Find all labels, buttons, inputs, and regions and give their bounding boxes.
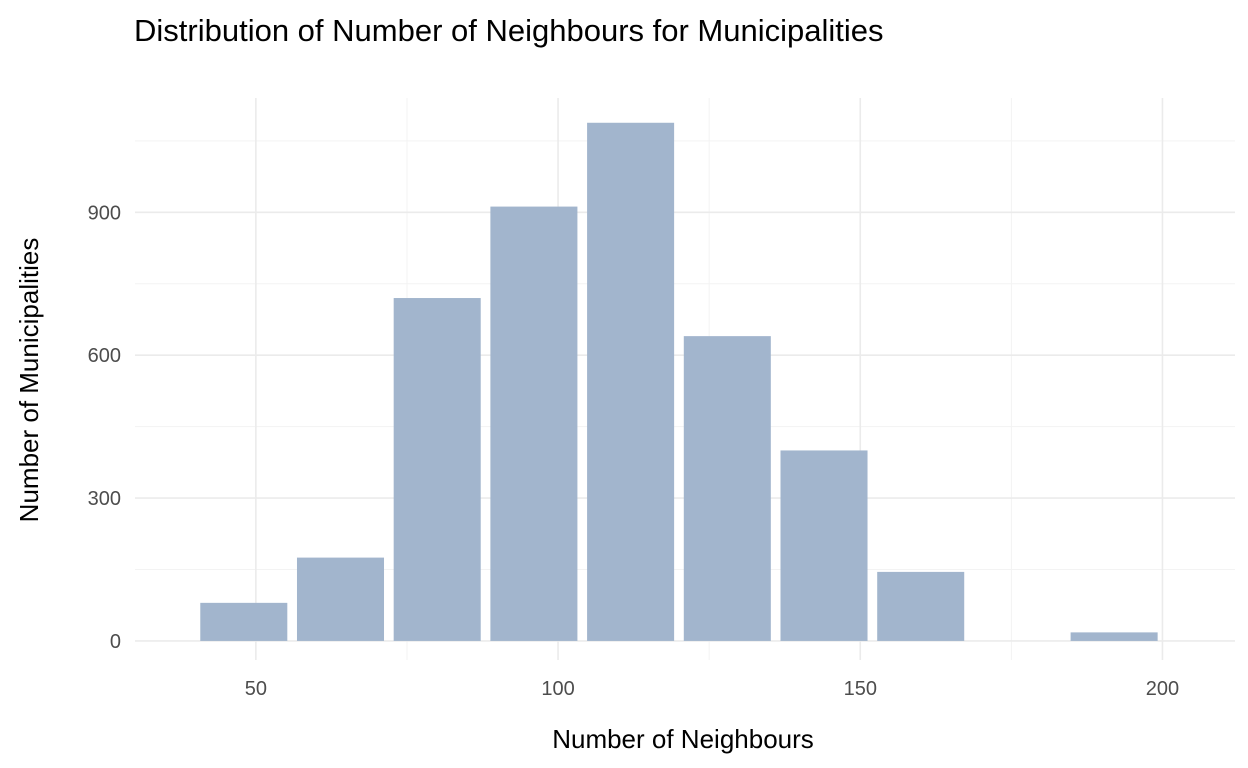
histogram-bar (200, 602, 288, 641)
y-tick-label: 300 (88, 488, 121, 510)
histogram-bar (1070, 632, 1158, 641)
y-axis-title: Number of Municipalities (14, 238, 44, 523)
y-axis-tick-labels: 0 300 600 900 (88, 202, 121, 653)
y-tick-label: 900 (88, 202, 121, 224)
bars (200, 122, 1158, 641)
x-axis-title: Number of Neighbours (552, 724, 814, 754)
x-tick-label: 50 (245, 678, 267, 700)
histogram-bar (393, 298, 481, 641)
histogram-bar (683, 336, 771, 641)
histogram-bar (780, 450, 868, 641)
histogram-bar (490, 206, 578, 641)
histogram-bar (587, 122, 675, 641)
x-tick-label: 100 (541, 678, 574, 700)
x-axis-tick-labels: 50 100 150 200 (245, 678, 1179, 700)
histogram-bar (877, 571, 965, 641)
chart-title: Distribution of Number of Neighbours for… (134, 13, 884, 48)
x-tick-label: 200 (1146, 678, 1179, 700)
y-tick-label: 600 (88, 345, 121, 367)
y-tick-label: 0 (110, 631, 121, 653)
histogram-bar (296, 557, 385, 641)
x-tick-label: 150 (844, 678, 877, 700)
